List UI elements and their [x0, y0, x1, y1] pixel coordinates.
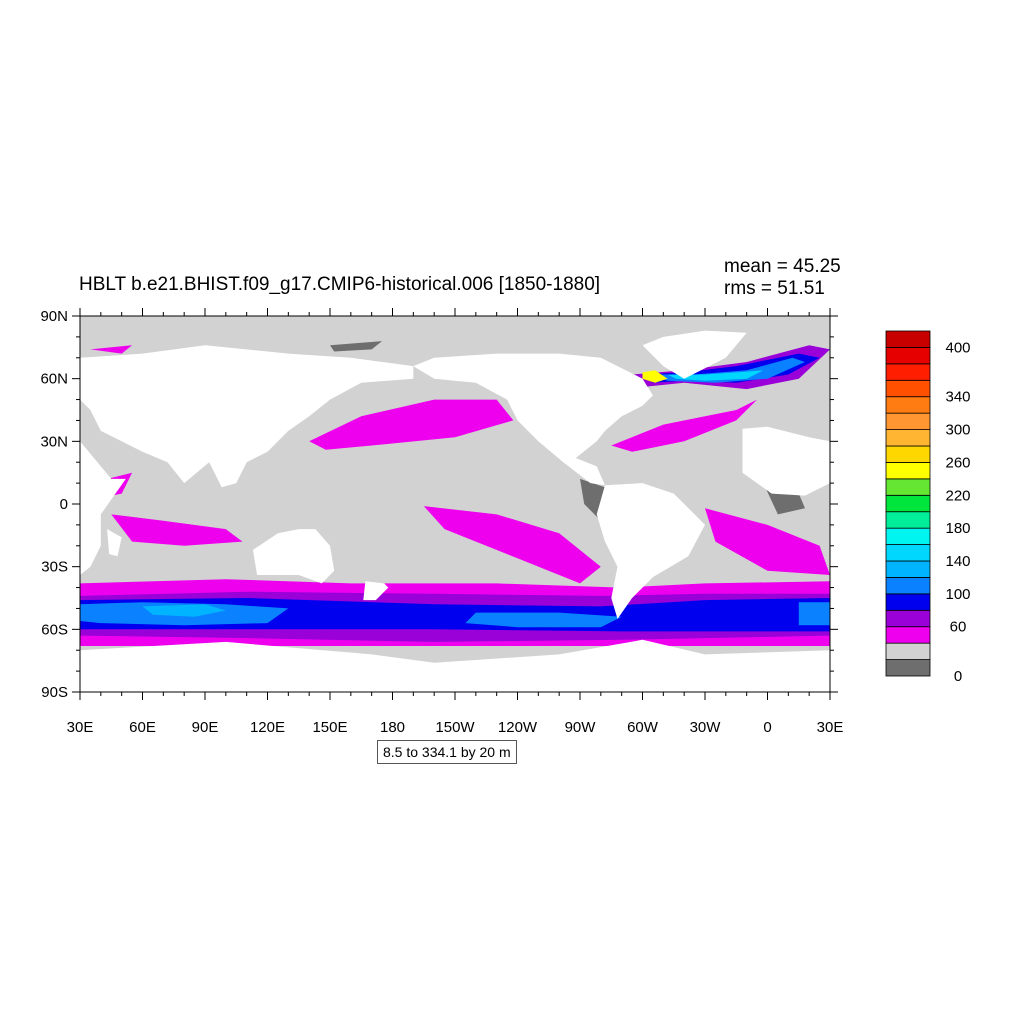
lon-tick-label: 90W — [565, 719, 597, 736]
colorbar-swatch — [885, 412, 931, 430]
colorbar-label: 300 — [945, 422, 970, 439]
colorbar-swatch — [885, 347, 931, 365]
land-africa-west — [742, 426, 830, 496]
colorbar-label: 0 — [954, 668, 962, 685]
colorbar-swatch — [885, 642, 931, 660]
mean-value: mean = 45.25 — [724, 256, 841, 277]
colorbar-swatch — [885, 593, 931, 611]
southern-ocean-core-pacific — [465, 612, 622, 628]
colorbar-label: 180 — [945, 520, 970, 537]
lon-tick-label: 60E — [129, 719, 156, 736]
colorbar-swatch — [885, 445, 931, 463]
lat-tick-label: 60S — [41, 621, 68, 638]
southern-ocean-peak — [142, 604, 226, 617]
land-australia — [252, 529, 335, 584]
lon-tick-label: 30W — [690, 719, 722, 736]
colorbar-swatch — [885, 462, 931, 480]
north-pacific-gyre — [309, 399, 514, 450]
lat-tick-label: 60N — [40, 371, 68, 388]
lon-tick-label: 150E — [312, 719, 347, 736]
land-north-america — [413, 353, 653, 486]
colorbar: 400 340 300 260 220 180 140 100 60 0 — [885, 330, 971, 685]
colorbar-swatch — [885, 396, 931, 414]
barents-sea-patch — [90, 345, 133, 354]
southern-ocean-core-atlantic — [798, 602, 830, 626]
contour-range-label: 8.5 to 334.1 by 20 m — [377, 740, 517, 764]
colorbar-swatch — [885, 609, 931, 628]
plot-title: HBLT b.e21.BHIST.f09_g17.CMIP6-historica… — [79, 274, 601, 295]
colorbar-swatch — [885, 659, 931, 677]
lon-tick-label: 60W — [627, 719, 659, 736]
lon-tick-label: 90E — [192, 719, 219, 736]
colorbar-swatch — [885, 330, 931, 348]
labrador-sea-peak — [667, 370, 764, 381]
colorbar-swatch — [885, 379, 931, 398]
labrador-sea-max — [642, 370, 668, 383]
ocean-field — [80, 316, 830, 692]
colorbar-label: 60 — [950, 619, 967, 636]
lon-tick-label: 0 — [763, 719, 771, 736]
colorbar-label: 400 — [945, 339, 970, 356]
colorbar-label: 140 — [945, 553, 970, 570]
lon-tick-label: 30E — [67, 719, 94, 736]
south-pacific-gyre — [423, 506, 601, 584]
colorbar-swatch — [885, 560, 931, 578]
lat-tick-label: 30S — [41, 559, 68, 576]
lat-tick-label: 0 — [60, 496, 68, 513]
colorbar-label: 100 — [945, 586, 970, 603]
north-atlantic-gyre — [611, 399, 758, 452]
land-south-america — [596, 483, 705, 619]
colorbar-swatch — [885, 527, 931, 545]
colorbar-swatch — [885, 429, 931, 447]
colorbar-swatch — [885, 494, 931, 513]
lon-tick-label: 150W — [435, 719, 475, 736]
colorbar-label: 220 — [945, 487, 970, 504]
colorbar-swatch — [885, 478, 931, 496]
south-atlantic-gyre — [705, 508, 830, 575]
land-eurasia — [80, 345, 414, 488]
land-antarctica — [80, 639, 830, 692]
arctic-low-patch — [330, 341, 383, 352]
lon-tick-label: 120E — [250, 719, 285, 736]
colorbar-label: 340 — [945, 389, 970, 406]
land-new-zealand — [363, 581, 389, 601]
lon-tick-label: 30E — [817, 719, 844, 736]
south-indian-gyre — [111, 514, 243, 546]
colorbar-swatch — [885, 626, 931, 644]
land-africa — [80, 441, 126, 575]
lat-tick-label: 30N — [40, 433, 68, 450]
rms-value: rms = 51.51 — [724, 278, 825, 299]
lon-tick-label: 180 — [380, 719, 405, 736]
colorbar-swatch — [885, 363, 931, 381]
land-madagascar — [107, 529, 122, 557]
axis-ticks: 30E 60E 90E 120E 150E 180 150W 120W 90W 60W 30W 0 30… — [40, 308, 843, 736]
colorbar-swatch — [885, 544, 931, 562]
lat-tick-label: 90N — [40, 308, 68, 325]
land-greenland — [642, 330, 747, 379]
colorbar-label: 260 — [945, 454, 970, 471]
lon-tick-label: 120W — [498, 719, 538, 736]
colorbar-swatch — [885, 577, 931, 595]
colorbar-swatch — [885, 511, 931, 529]
lat-tick-label: 90S — [41, 684, 68, 701]
stats-block: mean = 45.25 rms = 51.51 — [724, 256, 841, 300]
